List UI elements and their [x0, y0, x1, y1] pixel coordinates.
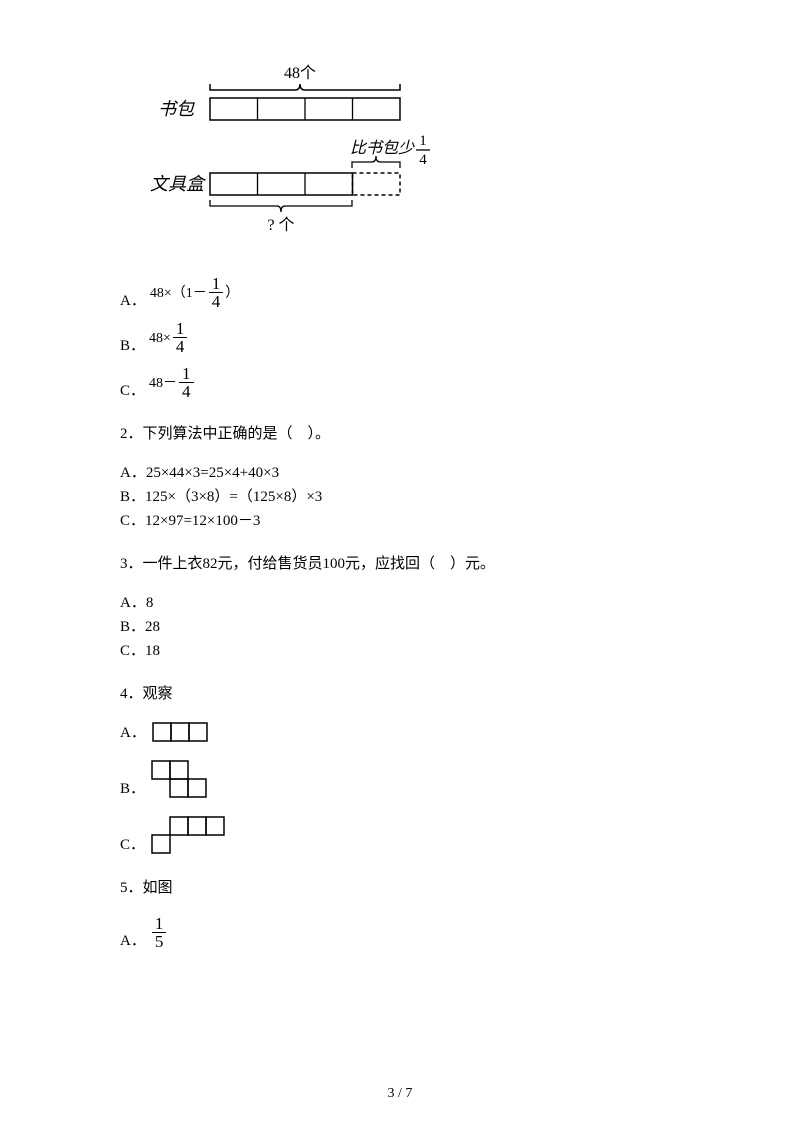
q1-c-prefix: 48－ [149, 372, 177, 392]
q1-b-prefix: 48× [149, 331, 171, 347]
diagram-top-label: 48个 [284, 64, 316, 82]
q1-a-label: A． [120, 289, 146, 310]
q1-option-b: B． 48× 1 4 [120, 320, 680, 355]
q3-option-c: C．18 [120, 639, 680, 660]
q1-a-prefix: 48×（1－ [150, 282, 207, 302]
q4-option-b: B． [120, 760, 680, 798]
q1-a-suffix: ） [225, 282, 239, 302]
q2-option-a: A．25×44×3=25×4+40×3 [120, 461, 680, 482]
q5-option-a: A． 1 5 [120, 915, 680, 950]
q1-c-label: C． [120, 379, 145, 400]
q2-option-b: B．125×（3×8）=（125×8）×3 [120, 485, 680, 506]
diagram-right-frac-den: 4 [419, 152, 427, 168]
q4-text: 4．观察 [120, 682, 680, 703]
q1-b-label: B． [120, 334, 145, 355]
page-footer: 3 / 7 [0, 1086, 800, 1102]
q3-text: 3．一件上衣82元，付给售货员100元，应找回（ ）元。 [120, 552, 680, 573]
q2-option-c: C．12×97=12×100－3 [120, 509, 680, 530]
q4-option-c: C． [120, 816, 680, 854]
q3-options: A．8 B．28 C．18 [120, 591, 680, 660]
q2-options: A．25×44×3=25×4+40×3 B．125×（3×8）=（125×8）×… [120, 461, 680, 530]
q1-b-frac: 1 4 [173, 320, 188, 355]
q1-c-frac: 1 4 [179, 365, 194, 400]
q5-a-frac: 1 5 [152, 915, 167, 950]
diagram-right-prefix: 比书包少 [350, 139, 415, 157]
q5-text: 5．如图 [120, 876, 680, 897]
q4-shape-a [152, 722, 208, 742]
q4-a-label: A． [120, 721, 146, 742]
diagram-right-frac-num: 1 [419, 133, 427, 149]
q4-shape-c [151, 816, 225, 854]
q2-text: 2．下列算法中正确的是（ ）。 [120, 422, 680, 443]
q4-c-label: C． [120, 833, 145, 854]
q1-a-frac: 1 4 [209, 275, 224, 310]
q4-b-label: B． [120, 777, 145, 798]
diagram-shubao-label: 书包 [158, 99, 195, 119]
q1-option-a: A． 48×（1－ 1 4 ） [120, 275, 680, 310]
q4-shape-b [151, 760, 207, 798]
q4-option-a: A． [120, 721, 680, 742]
bar-diagram: 48个 书包 比书包少 1 4 文具盒 ? 个 [150, 60, 680, 245]
q5-a-label: A． [120, 929, 146, 950]
diagram-bottom-label: ? 个 [267, 216, 294, 234]
q3-option-b: B．28 [120, 615, 680, 636]
q3-option-a: A．8 [120, 591, 680, 612]
diagram-wenjuhe-label: 文具盒 [150, 174, 207, 194]
q1-option-c: C． 48－ 1 4 [120, 365, 680, 400]
